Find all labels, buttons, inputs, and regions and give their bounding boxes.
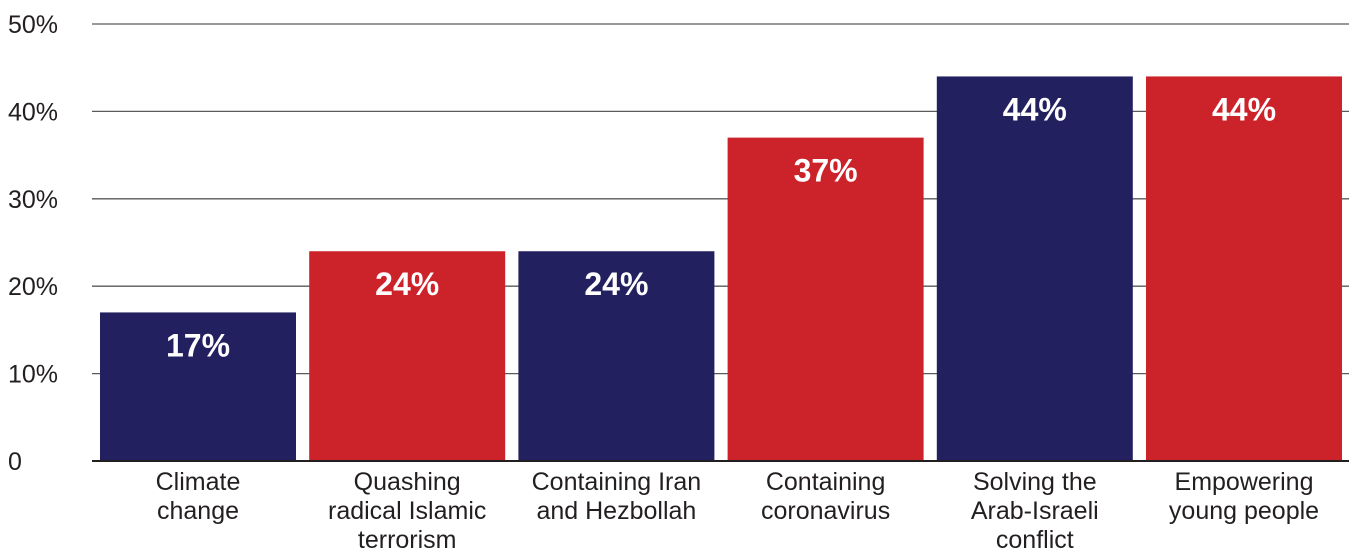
bars [100,76,1342,461]
y-axis-tick-labels: 0 10% 20% 30% 40% 50% [8,11,58,476]
category-label-4: Containing coronavirus [761,468,890,525]
y-tick-label-40: 40% [8,98,58,126]
data-labels: 17% 24% 24% 37% 44% 44% [166,91,1276,363]
bar-3 [518,251,715,461]
category-label-5: Solving the Arab-Israeli conflict [971,468,1099,552]
data-label-3: 24% [584,266,648,302]
category-label-1: Climate change [156,468,241,525]
y-tick-label-0: 0 [8,448,22,476]
y-tick-label-50: 50% [8,11,58,39]
y-tick-label-30: 30% [8,186,58,214]
category-label-2: Quashing radical Islamic terrorism [328,468,486,552]
data-label-5: 44% [1003,91,1067,127]
grid-lines [92,23,1349,375]
data-label-6: 44% [1212,91,1276,127]
data-label-1: 17% [166,327,230,363]
data-label-2: 24% [375,266,439,302]
category-label-6: Empowering young people [1169,468,1319,525]
y-tick-label-10: 10% [8,361,58,389]
bar-4 [727,137,924,461]
category-labels: Climate change Quashing radical Islamic terr… [156,468,1319,552]
bar-5 [936,76,1133,461]
bar-1 [100,312,296,461]
data-label-4: 37% [794,153,858,189]
y-tick-label-20: 20% [8,273,58,301]
category-label-3: Containing Iran and Hezbollah [532,468,702,525]
bar-6 [1146,76,1342,461]
bar-2 [309,251,506,461]
